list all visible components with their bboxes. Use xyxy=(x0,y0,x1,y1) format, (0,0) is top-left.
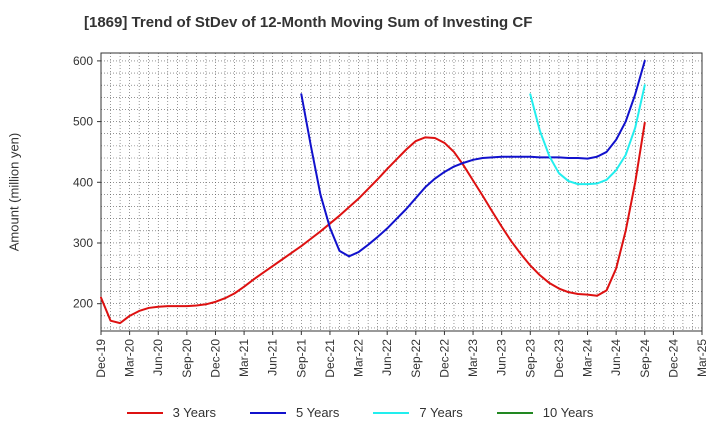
legend-label: 5 Years xyxy=(296,405,340,420)
legend-item: 5 Years xyxy=(250,405,339,420)
legend-label: 7 Years xyxy=(419,405,463,420)
x-tick-label: Sep-20 xyxy=(180,339,194,378)
x-tick-label: Jun-22 xyxy=(380,339,394,376)
x-tick-label: Dec-19 xyxy=(94,339,108,378)
legend-swatch xyxy=(126,411,163,414)
x-tick-label: Mar-24 xyxy=(581,339,595,377)
y-tick-label: 300 xyxy=(73,236,93,250)
x-tick-label: Mar-25 xyxy=(695,339,709,377)
axes: 200 300 400 500 600 Dec-19 Mar-20 Jun-20 Sep-20 D… xyxy=(73,52,709,378)
x-tick-label: Dec-24 xyxy=(666,339,680,378)
x-tick-label: Jun-24 xyxy=(609,339,623,376)
x-tick-label: Mar-20 xyxy=(123,339,137,377)
legend-item: 7 Years xyxy=(373,405,463,420)
series-lines xyxy=(100,59,646,325)
legend: 3 Years 5 Years 7 Years 10 Years xyxy=(0,405,720,420)
legend-swatch xyxy=(496,411,533,414)
x-tick-label: Sep-23 xyxy=(523,339,537,378)
series-line-7-years xyxy=(529,84,646,186)
legend-swatch xyxy=(373,411,410,414)
x-tick-label: Sep-24 xyxy=(638,339,652,378)
x-tick-label: Mar-23 xyxy=(466,339,480,377)
y-tick-label: 200 xyxy=(73,297,93,311)
x-tick-label: Jun-23 xyxy=(495,339,509,376)
grid xyxy=(100,53,703,331)
legend-swatch xyxy=(250,411,286,414)
plot-frame xyxy=(100,52,703,332)
y-tick-label: 500 xyxy=(73,115,93,129)
x-tick-label: Sep-22 xyxy=(409,339,423,378)
x-tick-label: Dec-23 xyxy=(552,339,566,378)
x-tick-label: Mar-21 xyxy=(237,339,251,377)
x-tick-label: Dec-22 xyxy=(437,339,451,378)
legend-item: 3 Years xyxy=(126,405,216,420)
legend-label: 3 Years xyxy=(172,405,216,420)
x-tick-label: Jun-20 xyxy=(151,339,165,376)
x-tick-label: Dec-21 xyxy=(323,339,337,378)
x-tick-label: Sep-21 xyxy=(294,339,308,378)
y-tick-label: 600 xyxy=(73,54,93,68)
x-tick-label: Mar-22 xyxy=(352,339,366,377)
x-tick-label: Jun-21 xyxy=(266,339,280,376)
y-tick-label: 400 xyxy=(73,175,93,189)
legend-item: 10 Years xyxy=(496,405,594,420)
x-tick-label: Dec-20 xyxy=(208,339,222,378)
chart-title: [1869] Trend of StDev of 12-Month Moving… xyxy=(84,14,533,31)
legend-label: 10 Years xyxy=(542,405,594,420)
series-line-3-years xyxy=(100,121,646,325)
series-line-5-years xyxy=(300,59,646,258)
